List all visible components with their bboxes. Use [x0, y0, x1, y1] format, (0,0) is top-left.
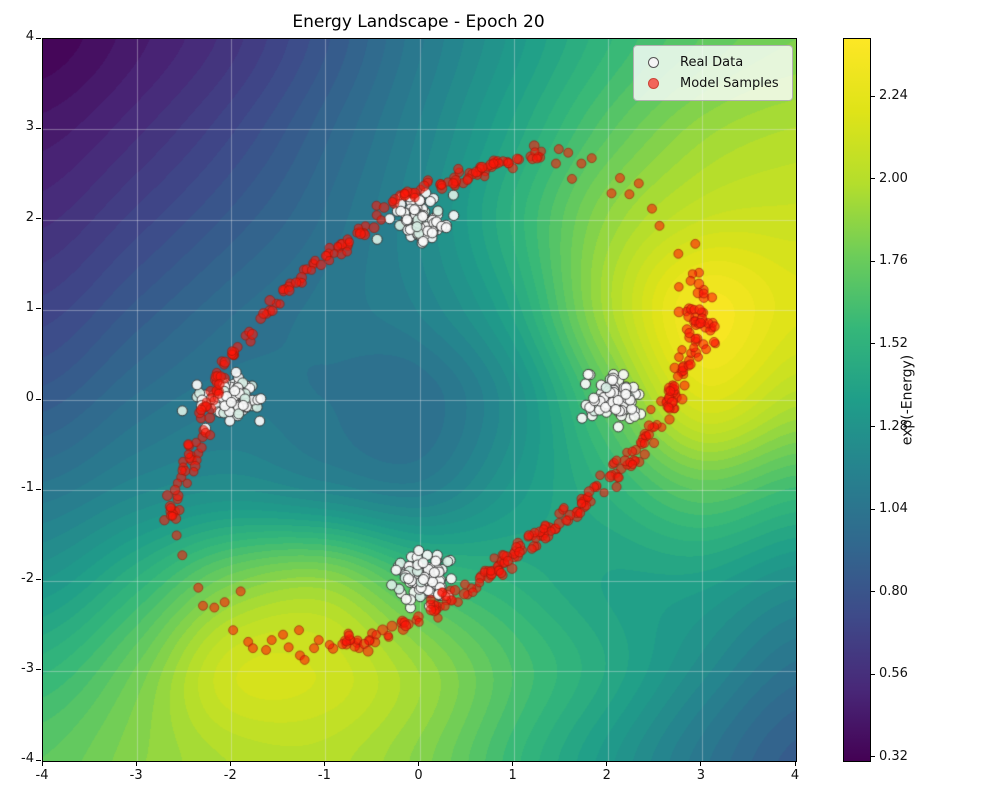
- legend-label-real-data: Real Data: [680, 55, 744, 70]
- x-tick-mark: [418, 761, 419, 766]
- colorbar: [843, 38, 871, 762]
- plot-canvas: [43, 39, 796, 761]
- colorbar-tick-mark: [871, 673, 875, 675]
- colorbar-gradient: [844, 39, 870, 761]
- real-data-marker-icon: [648, 57, 659, 68]
- chart-title: Energy Landscape - Epoch 20: [292, 12, 545, 32]
- y-tick-mark: [36, 488, 41, 490]
- x-tick-label: -1: [317, 768, 331, 783]
- colorbar-tick-label: 1.04: [879, 501, 908, 517]
- colorbar-tick-label: 0.56: [879, 666, 908, 682]
- y-tick-mark: [36, 398, 41, 400]
- x-tick-mark: [229, 761, 231, 766]
- colorbar-tick-mark: [871, 426, 875, 427]
- colorbar-tick-mark: [871, 178, 875, 180]
- x-tick-label: 3: [696, 768, 706, 783]
- y-tick-label: 1: [25, 299, 34, 315]
- colorbar-tick-label: 2.00: [879, 170, 908, 186]
- y-tick-label: 3: [25, 119, 34, 135]
- x-tick-label: -4: [35, 768, 49, 783]
- x-tick-mark: [41, 761, 43, 766]
- x-tick-label: 4: [790, 768, 800, 783]
- y-tick-label: 4: [25, 29, 34, 44]
- colorbar-tick-mark: [871, 343, 875, 345]
- colorbar-label: exp(-Energy): [899, 354, 915, 446]
- colorbar-tick-label: 1.76: [879, 253, 908, 269]
- x-tick-mark: [323, 761, 325, 766]
- y-tick-label: 2: [25, 209, 34, 225]
- y-tick-mark: [36, 579, 41, 580]
- colorbar-tick-label: 0.80: [879, 583, 908, 599]
- colorbar-tick-label: 1.28: [879, 418, 908, 434]
- colorbar-tick-label: 2.24: [879, 88, 908, 104]
- x-tick-label: 1: [508, 768, 517, 783]
- y-tick-label: -2: [21, 570, 34, 586]
- model-samples-marker-icon: [648, 78, 659, 89]
- y-tick-mark: [36, 37, 41, 39]
- y-tick-mark: [36, 669, 41, 671]
- legend-item-real-data: Real Data: [648, 52, 792, 73]
- y-tick-label: -4: [21, 751, 34, 766]
- colorbar-tick-mark: [871, 508, 875, 510]
- colorbar-tick-mark: [871, 95, 875, 97]
- x-tick-mark: [794, 761, 796, 766]
- x-tick-label: -2: [223, 768, 237, 783]
- y-tick-mark: [36, 308, 41, 310]
- y-tick-mark: [36, 218, 41, 219]
- legend-item-model-samples: Model Samples: [648, 73, 792, 94]
- colorbar-tick-label: 0.32: [879, 748, 908, 764]
- y-tick-label: -3: [21, 660, 34, 676]
- y-tick-label: 0: [25, 390, 34, 405]
- x-tick-mark: [606, 761, 608, 766]
- x-tick-label: 2: [602, 768, 611, 783]
- plot-area: Real Data Model Samples: [42, 38, 797, 762]
- y-tick-mark: [36, 759, 41, 761]
- y-tick-label: -1: [21, 480, 34, 496]
- x-tick-label: -3: [129, 768, 143, 783]
- colorbar-tick-mark: [871, 260, 875, 262]
- x-tick-mark: [700, 761, 702, 766]
- colorbar-tick-label: 1.52: [879, 335, 908, 351]
- x-tick-mark: [135, 761, 137, 766]
- x-tick-label: 0: [414, 768, 423, 783]
- y-tick-mark: [36, 127, 41, 129]
- legend-label-model-samples: Model Samples: [680, 76, 779, 91]
- colorbar-tick-mark: [871, 591, 875, 593]
- x-tick-mark: [512, 761, 514, 766]
- legend: Real Data Model Samples: [633, 45, 793, 101]
- colorbar-tick-mark: [871, 756, 875, 758]
